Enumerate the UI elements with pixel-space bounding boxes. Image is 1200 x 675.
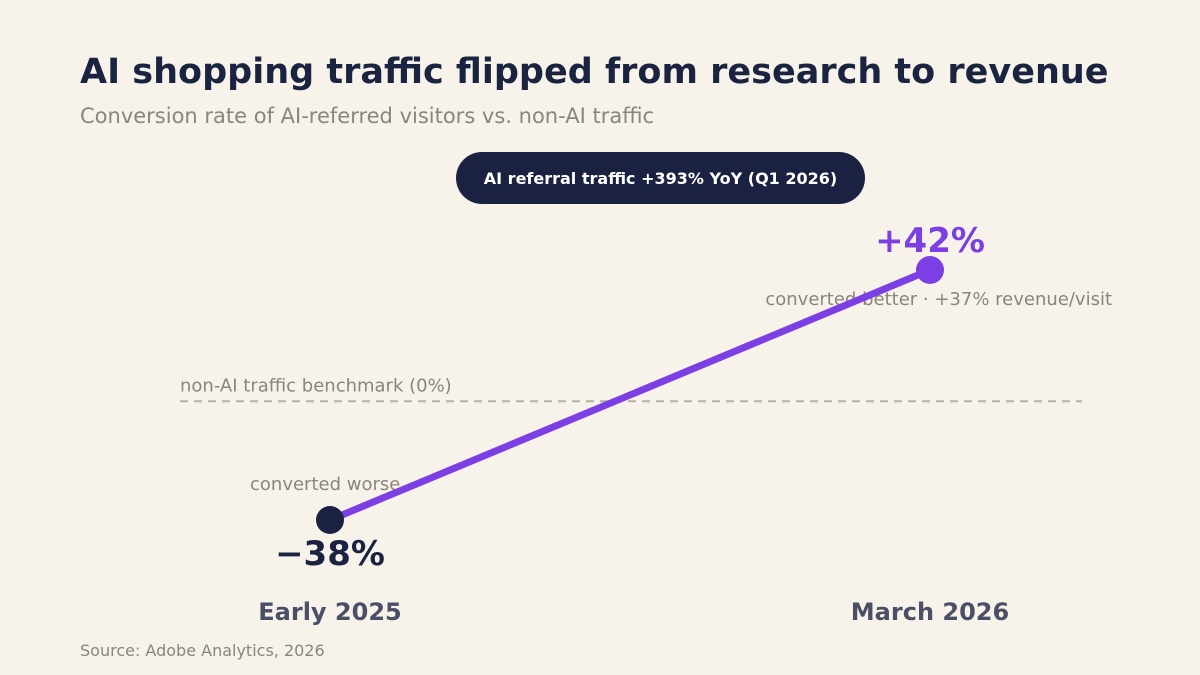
callout-badge: AI referral traffic +393% YoY (Q1 2026) xyxy=(456,152,865,204)
point-note-end: converted better · +37% revenue/visit xyxy=(765,289,1112,310)
benchmark-label: non-AI traffic benchmark (0%) xyxy=(180,375,452,396)
series-line xyxy=(326,266,934,524)
category-label-1: March 2026 xyxy=(851,598,1009,626)
data-point-start xyxy=(316,506,344,534)
value-label-start: −38% xyxy=(275,534,385,574)
source-note: Source: Adobe Analytics, 2026 xyxy=(80,641,325,660)
data-point-end xyxy=(916,256,944,284)
point-note-start: converted worse xyxy=(250,474,400,495)
chart-title: AI shopping traffic flipped from researc… xyxy=(80,52,1109,92)
value-label-end: +42% xyxy=(875,221,985,261)
chart-subtitle: Conversion rate of AI-referred visitors … xyxy=(80,104,655,128)
category-label-0: Early 2025 xyxy=(258,598,401,626)
